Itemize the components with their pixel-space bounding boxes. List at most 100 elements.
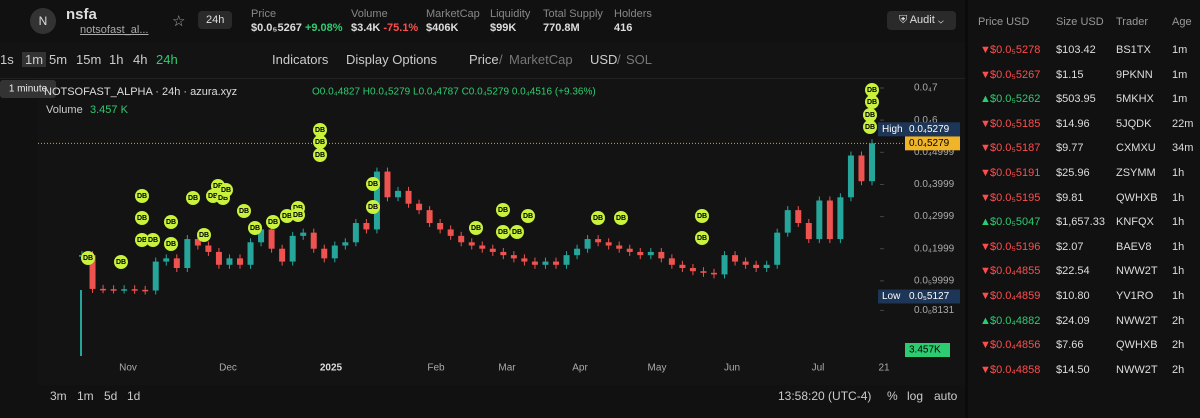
trade-price: $0.0₅5195 [990, 191, 1041, 204]
low-badge [878, 289, 960, 304]
low-label: 0.0₅5127 [909, 291, 950, 302]
db-marker [695, 209, 709, 223]
db-marker-text: DB [697, 213, 707, 220]
trade-price: $0.0₅5196 [990, 240, 1041, 253]
trade-arrow: ▼ [980, 68, 991, 81]
candle [605, 242, 612, 246]
sol-toggle[interactable]: SOL [626, 52, 653, 67]
candle [647, 251, 654, 256]
trade-size: $503.95 [1056, 93, 1096, 106]
trade-price: $0.0₅5267 [990, 68, 1041, 81]
trade-size: $1,657.33 [1056, 216, 1105, 229]
trade-age: 1h [1172, 216, 1185, 229]
trade-size: $2.07 [1056, 240, 1084, 253]
x-tick-label: Dec [219, 363, 237, 374]
candle [616, 245, 623, 249]
trade-trader: QWHXB [1116, 339, 1158, 352]
trade-size: $25.96 [1056, 167, 1090, 179]
display-options[interactable]: Display Options [346, 52, 438, 67]
trade-arrow: ▼ [980, 240, 991, 253]
trade-age: 1m [1172, 68, 1188, 81]
interval[interactable]: 24h [156, 52, 178, 67]
candle [437, 223, 444, 230]
stat: Price $0.0₅5267 +9.08% [251, 8, 343, 34]
audit-button[interactable]: ⛨ Audit ⌄ [887, 11, 956, 30]
candle [479, 245, 486, 249]
trade-row: ▼ $0.0₄4855 $22.54 NWW2T 1h [976, 259, 1200, 283]
candle [753, 264, 760, 268]
db-marker [695, 231, 709, 245]
db-marker [135, 233, 149, 247]
interval[interactable]: 1h [109, 52, 124, 67]
stat-value-text: $3.4K [351, 22, 381, 34]
db-marker-text: DB [293, 212, 303, 219]
trade-size: $14.50 [1056, 363, 1090, 376]
trade-arrow: ▼ [980, 363, 991, 376]
candle [121, 289, 128, 291]
db-marker-text: DB [315, 127, 325, 134]
candle [816, 200, 823, 240]
x-tick-label: Feb [427, 363, 445, 374]
db-marker-text: DB [137, 215, 147, 222]
trade-size: $10.80 [1056, 290, 1090, 302]
price-toggle[interactable]: Price [469, 52, 499, 67]
interval[interactable]: 5m [49, 52, 68, 67]
stat-value-text: 770.8M [543, 22, 580, 34]
candle [489, 248, 496, 252]
candle [289, 235, 296, 262]
trade-trader: QWHXB [1116, 191, 1158, 204]
db-marker-text: DB [512, 229, 522, 236]
candle [500, 251, 507, 256]
x-tick-label: Apr [572, 363, 588, 374]
db-marker-text: DB [148, 237, 158, 244]
stat-value-text: $406K [426, 22, 459, 34]
y-tick-label: 0.0₄3999 [914, 179, 955, 190]
db-marker-text: DB [498, 207, 508, 214]
db-marker-text: DB [213, 183, 223, 190]
sep: / [617, 52, 621, 67]
time: 13:58:20 (UTC-4) [778, 389, 871, 403]
trade-row: ▼ $0.0₅5195 $9.81 QWHXB 1h [976, 186, 1200, 210]
interval-select[interactable]: 24h [198, 11, 233, 29]
interval[interactable]: 1s [0, 52, 14, 67]
db-marker-text: DB [471, 225, 481, 232]
bottom-bar [38, 385, 965, 418]
candle [869, 143, 875, 182]
interval[interactable]: 1m [22, 52, 47, 67]
trade-arrow: ▼ [980, 44, 991, 56]
tooltip [0, 80, 56, 98]
db-marker [135, 189, 149, 203]
candle [847, 155, 854, 198]
token-handle[interactable]: notsofast_al... [80, 24, 149, 36]
trade-row: ▼ $0.0₅5185 $14.96 5JQDK 22m [976, 112, 1200, 136]
db-marker-text: DB [368, 181, 378, 188]
token-name: nsfa [66, 6, 97, 23]
db-marker-text: DB [208, 193, 218, 200]
db-marker-text: DB [867, 87, 877, 94]
trade-age: 2h [1172, 314, 1185, 327]
usd-toggle[interactable]: USD [590, 52, 618, 67]
candle [395, 190, 401, 198]
stat-change: +9.08% [304, 22, 343, 34]
db-marker [237, 204, 251, 218]
y-tick-label: 0.0₄1999 [914, 243, 955, 254]
trade-age: 2h [1172, 339, 1185, 352]
trades-panel: Price USD Size USD Trader Age ▼ $0.0₅5278 $103… [968, 0, 1200, 418]
trade-row: ▼ $0.0₅5191 $25.96 ZSYMM 1h [976, 161, 1200, 185]
volume-label: Volume [46, 104, 83, 116]
trade-arrow: ▼ [980, 191, 991, 204]
indicators[interactable]: Indicators [272, 52, 329, 67]
trade-arrow: ▲ [980, 93, 991, 106]
marketcap-toggle[interactable]: MarketCap [509, 52, 573, 67]
high-badge [878, 122, 960, 137]
trade-arrow: ▼ [980, 117, 991, 130]
x-tick-label: Nov [119, 363, 137, 374]
candle [711, 272, 717, 275]
interval[interactable]: 4h [133, 52, 148, 67]
candle [258, 229, 265, 243]
interval[interactable]: 15m [76, 52, 102, 67]
db-marker [313, 148, 327, 162]
db-marker [313, 135, 327, 149]
star[interactable]: ☆ [172, 13, 186, 30]
candle [542, 261, 549, 265]
